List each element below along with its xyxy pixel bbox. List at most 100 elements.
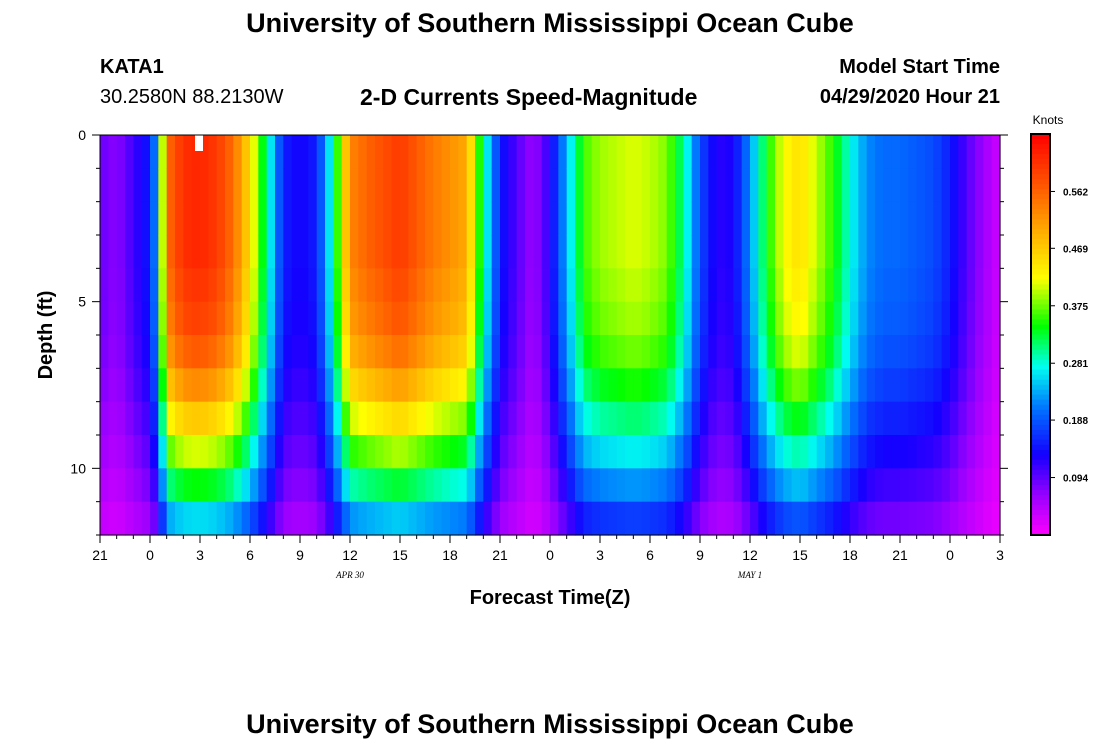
colorbar-swatch	[1031, 329, 1050, 336]
heatmap-cell	[241, 401, 251, 436]
heatmap-cell	[408, 201, 418, 236]
heatmap-cell	[800, 201, 809, 236]
heatmap-cell	[408, 335, 418, 369]
heatmap-cell	[458, 201, 468, 236]
heatmap-cell	[500, 468, 509, 503]
heatmap-cell	[591, 235, 601, 269]
heatmap-cell	[300, 368, 309, 403]
heatmap-cell	[816, 401, 826, 436]
heatmap-cell	[975, 301, 984, 336]
heatmap-cell	[166, 401, 176, 436]
heatmap-cell	[966, 468, 976, 503]
heatmap-cell	[808, 235, 818, 269]
heatmap-cell	[475, 301, 484, 336]
heatmap-cell	[908, 201, 918, 236]
heatmap-cell	[441, 468, 451, 503]
x-axis: 21 0 3 6 9 12 15 18 21 0 3 6 9 12 15 18 21 0 3 APR 30 MAY 1	[92, 535, 1004, 580]
heatmap-cell	[341, 335, 351, 369]
heatmap-cell	[741, 135, 751, 169]
heatmap-cell	[591, 301, 601, 336]
heatmap-cell	[866, 435, 876, 469]
heatmap-cell	[383, 401, 393, 436]
heatmap-cell	[641, 468, 651, 503]
heatmap-cell	[533, 301, 543, 336]
heatmap-cell	[333, 168, 343, 203]
heatmap-cell	[683, 468, 693, 503]
heatmap-cell	[683, 435, 693, 469]
heatmap-cell	[291, 368, 301, 403]
heatmap-cell	[983, 201, 993, 236]
heatmap-cell	[400, 335, 409, 369]
heatmap-cell	[358, 301, 368, 336]
heatmap-cell	[641, 401, 651, 436]
colorbar-swatch	[1031, 514, 1050, 521]
heatmap-cell	[983, 135, 993, 169]
heatmap-cell	[925, 368, 934, 403]
heatmap-cell	[483, 168, 493, 203]
heatmap-cell	[508, 468, 518, 503]
heatmap-cell	[816, 501, 826, 536]
heatmap-cell	[125, 201, 134, 236]
heatmap-cell	[191, 501, 201, 536]
heatmap-cell	[958, 201, 968, 236]
heatmap-cell	[950, 435, 959, 469]
colorbar-swatch	[1031, 509, 1050, 516]
heatmap-cell	[108, 168, 118, 203]
heatmap-cell	[208, 435, 218, 469]
heatmap-cell	[275, 135, 284, 169]
heatmap-cell	[391, 401, 401, 436]
heatmap-cell	[191, 435, 201, 469]
heatmap-cell	[133, 168, 143, 203]
heatmap-cell	[991, 401, 1001, 436]
heatmap-cell	[575, 135, 584, 169]
heatmap-cell	[350, 201, 359, 236]
heatmap-cell	[891, 435, 901, 469]
heatmap-cell	[450, 235, 459, 269]
heatmap-cell	[425, 401, 434, 436]
heatmap-cell	[858, 201, 868, 236]
heatmap-cell	[458, 301, 468, 336]
heatmap-cell	[375, 435, 384, 469]
heatmap-cell	[325, 335, 334, 369]
heatmap-cell	[116, 401, 126, 436]
heatmap-cell	[283, 168, 293, 203]
heatmap-cell	[466, 201, 476, 236]
heatmap-cell	[891, 501, 901, 536]
heatmap-cell	[708, 501, 718, 536]
heatmap-cell	[941, 335, 951, 369]
heatmap-cell	[733, 135, 743, 169]
heatmap-cell	[916, 401, 926, 436]
heatmap-cell	[516, 168, 526, 203]
heatmap-cell	[158, 135, 168, 169]
heatmap-cell	[308, 201, 318, 236]
heatmap-cell	[391, 201, 401, 236]
heatmap-cell	[608, 201, 618, 236]
heatmap-cell	[666, 335, 676, 369]
heatmap-cell	[225, 368, 234, 403]
heatmap-cell	[116, 468, 126, 503]
colorbar-swatch	[1031, 239, 1050, 245]
heatmap-cell	[541, 401, 551, 436]
heatmap-cell	[775, 201, 784, 236]
heatmap-cell	[666, 401, 676, 436]
heatmap-cell	[800, 468, 809, 503]
heatmap-cell	[291, 235, 301, 269]
colorbar-swatch	[1031, 529, 1050, 536]
heatmap-cell	[550, 335, 559, 369]
heatmap-cell	[875, 468, 884, 503]
heatmap-cell	[300, 168, 309, 203]
heatmap-cell	[783, 268, 793, 303]
heatmap-cell	[625, 135, 634, 169]
heatmap-cell	[916, 168, 926, 203]
heatmap-cell	[850, 435, 859, 469]
colorbar-swatch	[1031, 429, 1050, 436]
heatmap-cell	[675, 335, 684, 369]
heatmap-cell	[808, 501, 818, 536]
colorbar-swatch	[1031, 459, 1050, 466]
heatmap-cell	[991, 135, 1001, 169]
heatmap-cell	[691, 168, 701, 203]
heatmap-cell	[300, 301, 309, 336]
heatmap-cell	[250, 468, 259, 503]
heatmap-cell	[900, 168, 909, 203]
heatmap-cell	[375, 268, 384, 303]
